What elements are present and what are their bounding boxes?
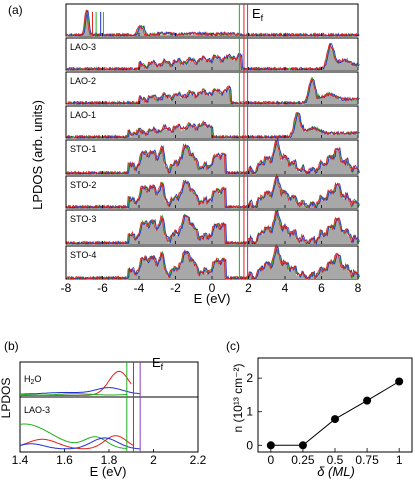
panel-b-xlabel: E (eV) [90, 464, 127, 479]
c-point-0 [266, 441, 275, 450]
panel-c-label: (c) [226, 339, 240, 353]
layer-dos-blue-5 [67, 175, 360, 210]
layer-label-2: LAO-2 [70, 76, 96, 86]
panel-b-x-ticks: 1.4 1.6 1.8 2 2.2 [12, 449, 207, 467]
panel-a: (a) LPDOS (arb. units) LAO-3 LAO-2 LAO-1 ST… [8, 3, 362, 306]
panel-c: (c) n (10¹³ cm⁻²) 0 0.25 0.5 0.75 1 0 1 2 δ (ML… [226, 339, 413, 479]
panel-b-frame [19, 361, 199, 453]
x-tick-label-0: 0 [209, 281, 216, 295]
layer-dos-red-7 [65, 244, 359, 281]
b-lao3-green [19, 423, 127, 449]
c-point-1 [298, 441, 307, 450]
layer-dos-fill-3 [66, 113, 358, 138]
c-x-tick-label-0.25: 0.25 [291, 453, 315, 467]
b-x-tick-label-1.4: 1.4 [12, 453, 29, 467]
c-point-4 [395, 377, 404, 386]
c-y-tick-label-0: 0 [246, 438, 253, 452]
layer-dos-red-4 [65, 140, 359, 176]
panel-c-plot: 0 0.25 0.5 0.75 1 0 1 2 [246, 357, 413, 467]
x-tick-label--6: -6 [97, 281, 108, 295]
layer-label-7: STO-4 [70, 250, 96, 260]
panel-c-frame [257, 357, 413, 453]
b-h2o-blue [20, 387, 141, 395]
c-point-3 [363, 396, 372, 405]
layer-0 [65, 3, 360, 38]
x-tick-label--8: -8 [61, 281, 72, 295]
layer-dos-red-2 [65, 78, 359, 106]
layer-frame-0 [65, 3, 359, 37]
layer-label-5: STO-2 [70, 180, 96, 190]
panel-c-xlabel: δ (ML) [317, 464, 355, 479]
layer-6: STO-3 [65, 208, 360, 246]
c-y-tick-label-1: 1 [246, 405, 253, 419]
c-point-2 [331, 415, 339, 424]
panel-b-plot [19, 361, 199, 453]
b-x-tick-label-2.2: 2.2 [190, 453, 207, 467]
panel-a-fermi-label: Ef [252, 6, 264, 23]
layer-label-3: LAO-1 [70, 110, 96, 120]
panel-b-layer-label-0: H2O [24, 374, 41, 386]
layer-label-1: LAO-3 [70, 42, 96, 52]
c-x-tick-label-0.5: 0.5 [327, 453, 344, 467]
c-y-tick-label-2: 2 [246, 371, 253, 385]
layer-5: STO-2 [65, 173, 360, 210]
b-x-tick-label-1.8: 1.8 [101, 453, 118, 467]
panel-b-layer-label-1: LAO-3 [24, 405, 50, 415]
layer-2: LAO-2 [65, 71, 360, 106]
layer-3: LAO-1 [65, 105, 360, 140]
c-x-tick-label-0.75: 0.75 [355, 453, 379, 467]
panel-a-ylabel: LPDOS (arb. units) [30, 100, 45, 210]
panel-a-layers: LAO-3 LAO-2 LAO-1 STO-1 STO-2 STO-3 STO-4 [65, 3, 360, 281]
panel-b: (b) LPDOS H2O LAO-3 Ef 1.4 1.6 1.8 2 2.2 E (… [0, 339, 207, 479]
panel-a-x-ticks: -8 -6 -4 -2 0 2 4 6 8 [61, 281, 362, 295]
panel-b-ylabel: LPDOS [0, 378, 13, 419]
x-tick-label-8: 8 [355, 281, 362, 295]
x-tick-label--4: -4 [134, 281, 145, 295]
panel-b-fermi-label: Ef [152, 355, 164, 372]
b-lao3-blue [19, 437, 141, 450]
layer-dos-red-5 [65, 173, 359, 210]
panel-a-fermi-lines [238, 4, 249, 279]
x-tick-label-6: 6 [318, 281, 325, 295]
layer-dos-red-1 [66, 42, 358, 72]
panel-c-ylabel: n (10¹³ cm⁻²) [231, 363, 245, 432]
layer-label-6: STO-3 [70, 214, 96, 224]
b-h2o-green [19, 393, 127, 396]
panel-a-xlabel: E (eV) [194, 291, 231, 306]
x-tick-label--2: -2 [170, 281, 181, 295]
layer-label-4: STO-1 [70, 144, 96, 154]
layer-7: STO-4 [65, 244, 360, 281]
layer-4: STO-1 [65, 137, 360, 176]
panel-b-label: (b) [4, 339, 19, 353]
c-x-tick-label-0: 0 [267, 453, 274, 467]
layer-1: LAO-3 [65, 37, 360, 72]
panel-a-label: (a) [8, 3, 23, 17]
layer-dos-red-6 [65, 209, 359, 246]
x-tick-label-4: 4 [282, 281, 289, 295]
b-x-tick-label-1.6: 1.6 [56, 453, 73, 467]
c-x-tick-label-1: 1 [396, 453, 403, 467]
b-x-tick-label-2: 2 [150, 453, 157, 467]
x-tick-label-2: 2 [245, 281, 252, 295]
